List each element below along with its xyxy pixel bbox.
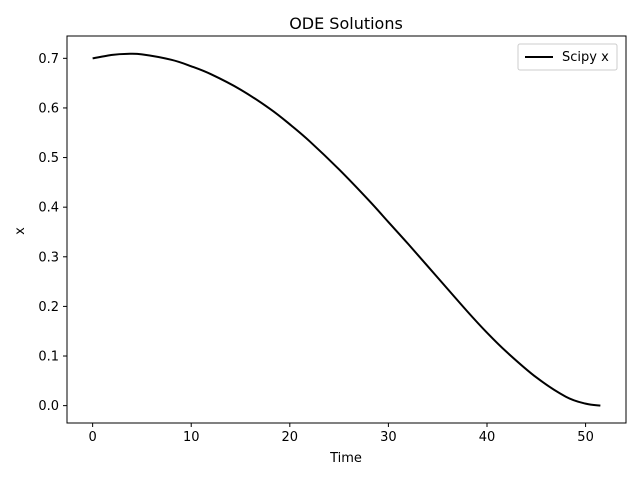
x-tick-label: 30 (380, 430, 397, 445)
plot-frame (66, 35, 627, 424)
x-axis-label: Time (329, 451, 362, 466)
x-tick-label: 20 (282, 430, 299, 445)
legend-frame (517, 43, 618, 71)
legend-entry-label: Scipy x (562, 50, 609, 65)
y-tick-label: 0.7 (38, 52, 59, 67)
legend: Scipy x (517, 43, 618, 71)
axis-ticks: 0 10 20 30 40 50 0.0 0.1 0.2 0.3 0.4 0.5 0.6 0.7 (38, 52, 594, 445)
x-tick-label: 10 (183, 430, 200, 445)
y-tick-label: 0.6 (38, 101, 59, 116)
x-tick-label: 50 (577, 430, 594, 445)
y-tick-label: 0.5 (38, 151, 59, 166)
chart-title: ODE Solutions (289, 14, 403, 33)
y-axis-label: x (13, 227, 28, 235)
plot-series (92, 52, 601, 407)
x-tick-label: 40 (479, 430, 496, 445)
y-tick-label: 0.4 (38, 201, 59, 216)
series-line (92, 52, 601, 407)
y-tick-label: 0.0 (38, 399, 59, 414)
x-tick-label: 0 (88, 430, 96, 445)
y-tick-label: 0.2 (38, 300, 59, 315)
y-tick-label: 0.1 (38, 350, 59, 365)
y-tick-label: 0.3 (38, 250, 59, 265)
